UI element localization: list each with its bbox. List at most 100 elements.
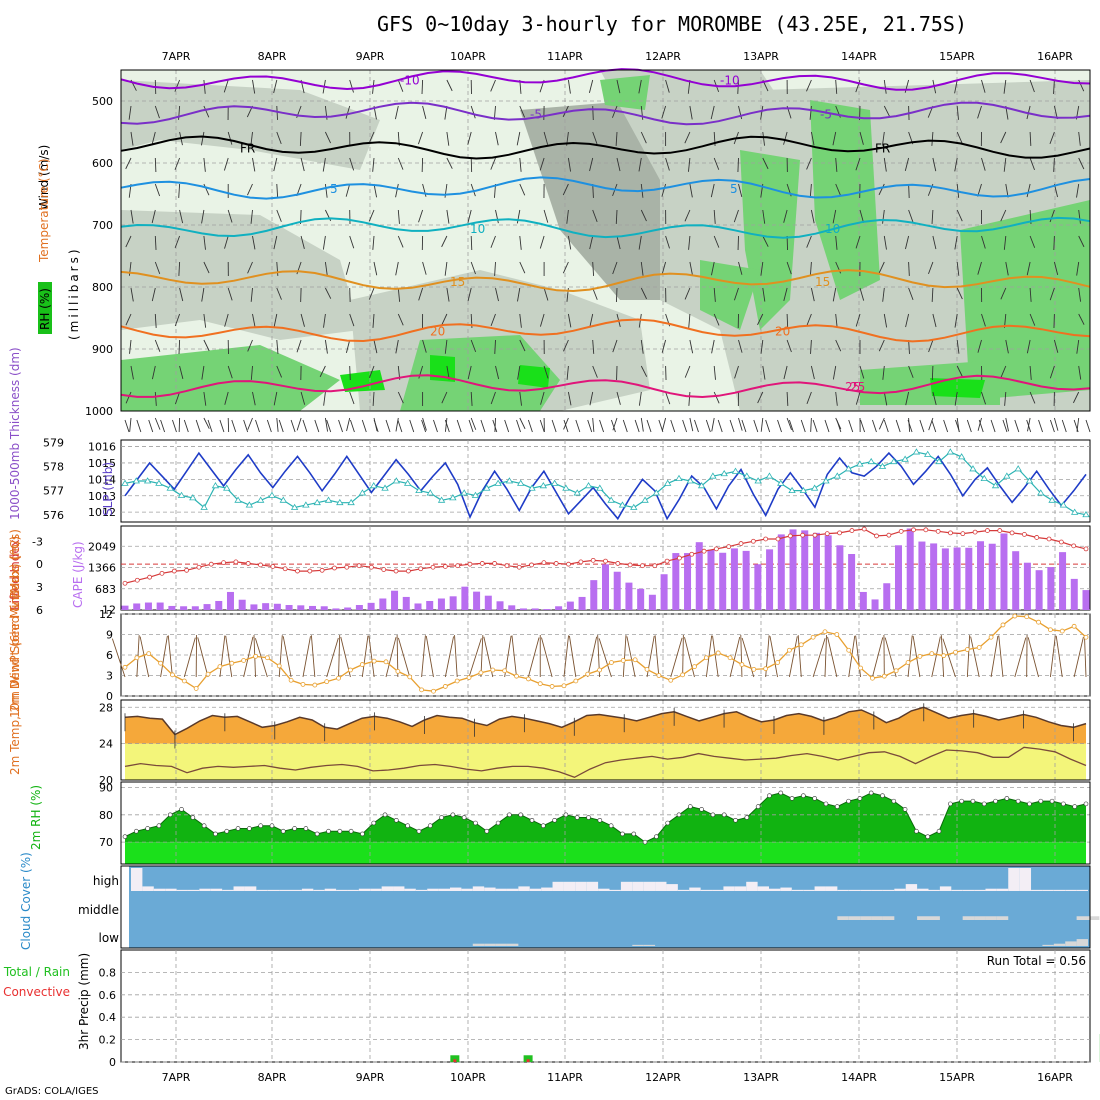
cape-bar-34 [519, 608, 527, 610]
cape-bar-25 [414, 603, 422, 610]
upper-wind-barb-510 [1003, 235, 1007, 250]
li-point-54 [787, 533, 793, 539]
surface-barb-76 [1026, 419, 1032, 433]
thickness-point-47 [652, 489, 661, 496]
rh2m-point-64 [846, 798, 851, 804]
cloud-high-bar-60 [814, 886, 826, 891]
upper-wind-barb-25 [151, 365, 156, 380]
rh2m-point-82 [1049, 798, 1055, 804]
cloud-high-bar-62 [837, 889, 849, 891]
wind-speed-point-25 [419, 687, 425, 693]
cloud-high-bar-20 [358, 888, 371, 891]
upper-wind-barb-136 [345, 339, 351, 353]
wind-speed-point-1 [134, 655, 140, 661]
rh2m-point-52 [710, 812, 716, 818]
rh2m-point-84 [1072, 804, 1077, 809]
upper-wind-barb-435 [883, 105, 891, 117]
cloud-high-bar-75 [985, 888, 997, 891]
cloud-high-bar-7 [210, 888, 223, 891]
surface-barb-30 [480, 419, 486, 433]
cape-bar-49 [695, 542, 703, 610]
cloud-high-bar-16 [313, 889, 325, 891]
rh2m-point-56 [755, 804, 761, 809]
wind-speed-point-43 [632, 657, 638, 663]
upper-wind-barb-397 [810, 209, 815, 224]
upper-wind-barb-545 [1053, 417, 1059, 431]
surface-barb-69 [943, 419, 949, 433]
slp-tick-1012: 1012 [88, 506, 116, 519]
li-point-31 [504, 563, 510, 569]
thickness-point-9 [223, 484, 231, 491]
cloud-high-bar-67 [894, 888, 906, 891]
upper-wind-barb-90 [273, 235, 278, 250]
upper-wind-barb-130 [345, 183, 351, 197]
thickness-tick-577: 577 [43, 485, 64, 498]
upper-wind-barb-104 [300, 235, 305, 249]
upper-wind-barb-152 [372, 391, 375, 406]
upper-wind-barb-32 [178, 183, 181, 198]
surface-barb-47 [682, 419, 688, 433]
upper-wind-barb-44 [201, 131, 205, 146]
upper-wind-barb-151 [369, 365, 375, 378]
upper-wind-barb-93 [273, 313, 278, 328]
upper-wind-barb-157 [397, 157, 404, 170]
surface-barb-13 [278, 419, 284, 433]
upper-wind-barb-258 [567, 235, 572, 250]
top-day-label-9: 16APR [1037, 50, 1073, 63]
surface-barb-56 [788, 419, 794, 433]
temp-area [125, 707, 1086, 744]
upper-wind-barb-263 [566, 365, 569, 380]
upper-wind-barb-528 [1026, 339, 1031, 354]
rh2m-point-76 [981, 801, 987, 807]
upper-wind-barb-349 [711, 417, 715, 432]
upper-wind-barb-246 [543, 287, 549, 301]
rh2m-tick-80: 80 [99, 809, 113, 822]
surface-barb-52 [741, 419, 747, 433]
upper-wind-barb-369 [762, 209, 766, 224]
upper-wind-barb-504 [1003, 79, 1007, 94]
bottom-day-label-5: 12APR [645, 1071, 681, 1084]
wind-barb-52 [740, 635, 743, 678]
upper-wind-barb-320 [665, 391, 671, 405]
upper-wind-barb-479 [954, 157, 958, 172]
li-point-7 [208, 561, 214, 567]
cloud-high-bar-29 [461, 888, 473, 891]
cape-bar-31 [484, 595, 492, 610]
thickness-point-58 [777, 479, 785, 486]
upper-wind-barb-374 [760, 339, 764, 354]
upper-wind-barb-442 [882, 287, 885, 302]
upper-wind-barb-100 [299, 131, 302, 146]
upper-wind-barb-451 [904, 157, 910, 171]
wind-speed-point-21 [371, 658, 377, 664]
upper-wind-barb-414 [832, 287, 837, 302]
upper-wind-barb-192 [444, 339, 448, 354]
cape-bar-74 [988, 543, 996, 610]
upper-wind-barb-549 [1078, 157, 1085, 170]
upper-wind-barb-87 [273, 157, 278, 172]
precip-conv-bar-0 [453, 1059, 457, 1062]
upper-wind-barb-422 [859, 131, 864, 145]
upper-wind-barb-228 [519, 183, 526, 196]
upper-wind-barb-276 [592, 339, 595, 354]
upper-wind-barb-551 [1078, 209, 1081, 224]
upper-wind-barb-323 [689, 105, 693, 120]
thickness-point-10 [234, 496, 242, 503]
upper-wind-barb-282 [615, 131, 618, 146]
chart-title: GFS 0~10day 3-hourly for MOROMBE (43.25E… [377, 12, 967, 36]
wind-speed-point-3 [158, 660, 163, 666]
rh2m-point-69 [902, 807, 908, 812]
upper-wind-barb-358 [734, 287, 739, 301]
upper-wind-barb-391 [786, 417, 792, 431]
cape-bar-40 [590, 580, 598, 610]
upper-wind-barb-83 [247, 417, 253, 430]
surface-barb-27 [444, 419, 450, 433]
upper-wind-barb-542 [1053, 339, 1059, 353]
cloud-high-bar-82 [1065, 889, 1077, 891]
upper-wind-barb-339 [713, 157, 720, 170]
cloud-middle-bar-62 [837, 916, 849, 920]
surface-barb-43 [634, 419, 640, 433]
upper-wind-barb-222 [490, 391, 496, 405]
wind-barb-74 [998, 635, 1004, 678]
wind-speed-point-42 [620, 658, 626, 663]
